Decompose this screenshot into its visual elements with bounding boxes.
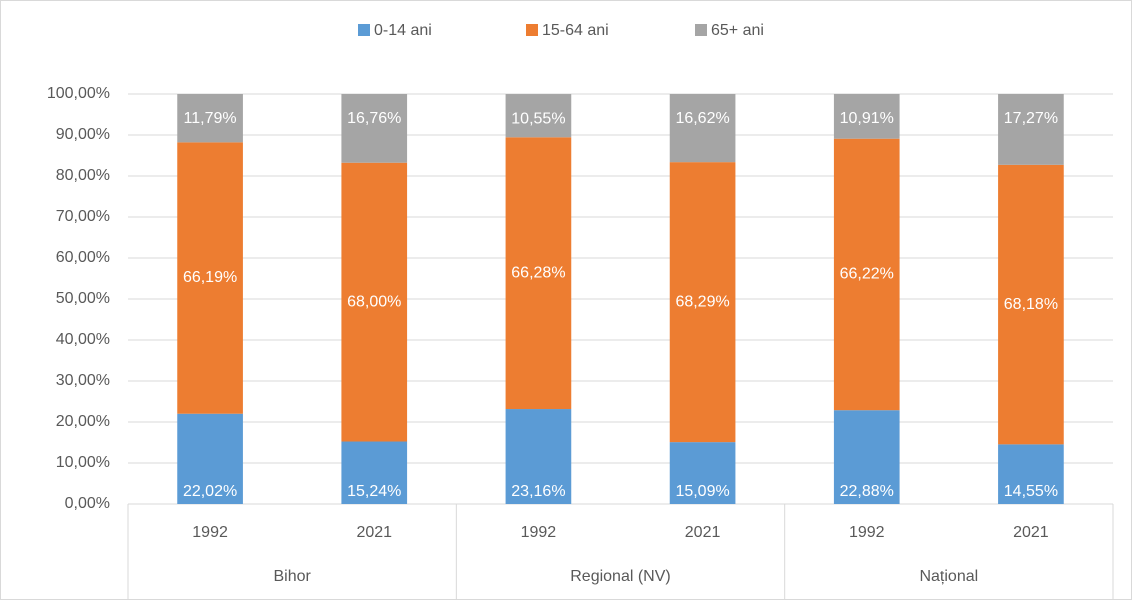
- value-label: 16,76%: [347, 110, 401, 127]
- value-label: 10,55%: [511, 110, 565, 127]
- bar-segment: [669, 162, 736, 443]
- bar-segment: [833, 93, 900, 139]
- y-tick-label: 60,00%: [56, 249, 110, 266]
- x-tick-label: 1992: [849, 524, 885, 541]
- bar-segment: [505, 409, 572, 504]
- bar-segment: [833, 138, 900, 411]
- value-label: 22,88%: [840, 483, 894, 500]
- bar-segment: [177, 413, 243, 504]
- bar-segment: [341, 94, 408, 163]
- value-label: 11,79%: [184, 110, 237, 127]
- bar-segment: [669, 94, 736, 163]
- value-label: 66,22%: [840, 266, 894, 283]
- y-tick-label: 30,00%: [56, 372, 110, 389]
- value-label: 68,29%: [675, 293, 729, 310]
- legend-label: 0-14 ani: [374, 22, 432, 39]
- value-label: 66,28%: [511, 264, 565, 281]
- bar-segment: [669, 442, 736, 504]
- value-label: 17,27%: [1004, 110, 1058, 127]
- y-tick-label: 90,00%: [56, 126, 110, 143]
- value-label: 68,00%: [347, 293, 401, 310]
- x-tick-label: 2021: [685, 524, 721, 541]
- value-label: 23,16%: [511, 483, 565, 500]
- y-tick-label: 80,00%: [56, 167, 110, 184]
- y-tick-label: 50,00%: [56, 290, 110, 307]
- value-label: 14,55%: [1004, 483, 1058, 500]
- bar-segment: [833, 410, 900, 504]
- bar-segment: [998, 444, 1064, 504]
- y-tick-label: 10,00%: [56, 454, 110, 471]
- legend-swatch: [526, 24, 538, 36]
- x-tick-label: 2021: [356, 524, 392, 541]
- value-label: 15,24%: [347, 483, 401, 500]
- y-tick-label: 20,00%: [56, 413, 110, 430]
- value-label: 66,19%: [183, 269, 237, 286]
- y-tick-label: 0,00%: [65, 495, 110, 512]
- bar-segment: [341, 162, 408, 442]
- value-label: 10,91%: [840, 110, 894, 127]
- value-label: 68,18%: [1004, 296, 1058, 313]
- bar-segment: [505, 137, 572, 410]
- y-tick-label: 70,00%: [56, 208, 110, 225]
- y-tick-label: 100,00%: [47, 85, 110, 102]
- value-label: 15,09%: [675, 483, 729, 500]
- group-label: Național: [919, 568, 978, 585]
- bar-segment: [177, 94, 243, 143]
- x-tick-label: 1992: [521, 524, 557, 541]
- bar-segment: [998, 94, 1064, 165]
- bar-segment: [341, 441, 408, 504]
- x-tick-label: 1992: [192, 524, 228, 541]
- legend-swatch: [695, 24, 707, 36]
- x-tick-label: 2021: [1013, 524, 1049, 541]
- value-label: 16,62%: [675, 110, 729, 127]
- legend-label: 15-64 ani: [542, 22, 609, 39]
- value-label: 22,02%: [183, 483, 237, 500]
- bar-segment: [177, 142, 243, 414]
- group-label: Bihor: [273, 568, 311, 585]
- group-label: Regional (NV): [570, 568, 670, 585]
- legend-label: 65+ ani: [711, 22, 764, 39]
- bar-segment: [998, 164, 1064, 445]
- y-tick-label: 40,00%: [56, 331, 110, 348]
- legend-swatch: [358, 24, 370, 36]
- bar-segment: [505, 94, 572, 138]
